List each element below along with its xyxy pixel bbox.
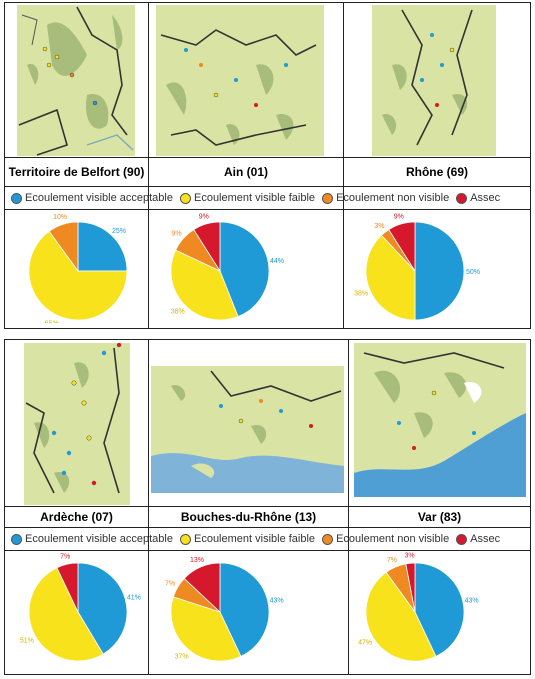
legend-swatch [322, 192, 334, 204]
pie-slice-faible [28, 567, 104, 662]
pie-slice-assec [183, 562, 221, 613]
pie-data-label: 9% [199, 213, 209, 220]
map-rhone [372, 5, 496, 156]
legend-label: Ecoulement visible acceptable [25, 192, 173, 204]
pie-data-label: 38% [354, 290, 368, 297]
pie-chart: 44% 38% 9% 9% [155, 211, 285, 323]
pie-slice-acceptable [219, 221, 270, 318]
pie-slice-faible [170, 249, 239, 321]
legend-item-acceptable: Ecoulement visible acceptable [11, 533, 173, 545]
pie-data-label: 50% [466, 269, 480, 276]
department-table-bottom: Ardèche (07) Bouches-du-Rhône (13) Var (… [4, 339, 531, 675]
pie-data-label: 37% [175, 654, 189, 661]
map-ardeche [24, 343, 130, 505]
pie-data-label: 44% [270, 258, 284, 265]
pie-chart: 41% 51% 7% [13, 552, 143, 664]
pie-data-label: 7% [165, 580, 175, 587]
pie-data-label: 43% [465, 597, 479, 604]
legend-swatch [179, 192, 191, 204]
pie-data-label: 7% [60, 553, 70, 560]
pie-slice-assec [405, 562, 416, 613]
row-divider [5, 506, 530, 507]
pie-chart: 25% 65% 10% [13, 211, 143, 323]
pie-data-label: 38% [171, 309, 185, 316]
legend-item-faible: Ecoulement visible faible [179, 192, 316, 204]
pie-slice-acceptable [414, 221, 465, 321]
pie-slice-non-visible [48, 221, 79, 273]
pie-slice-faible [365, 571, 437, 662]
map-territoire-de-belfort [17, 5, 135, 156]
department-name: Territoire de Belfort (90) [8, 165, 145, 179]
pie-data-label: 25% [112, 228, 126, 235]
legend-label: Ecoulement visible faible [193, 192, 316, 204]
pie-data-label: 65% [45, 321, 59, 323]
legend-label: Assec [470, 192, 501, 204]
pie-slice-faible [170, 596, 242, 662]
legend: Ecoulement visible acceptable Ecoulement … [5, 528, 530, 550]
legend-label: Assec [470, 533, 501, 545]
row-divider [5, 186, 530, 187]
pie-chart: 43% 47% 7% 3% [350, 552, 480, 664]
legend-swatch [179, 533, 191, 545]
pie-data-label: 10% [53, 214, 67, 221]
legend-label: Ecoulement non visible [336, 192, 450, 204]
pie-data-label: 3% [374, 223, 384, 230]
column-divider [348, 340, 349, 674]
legend: Ecoulement visible acceptable Ecoulement … [5, 187, 530, 209]
legend-swatch [11, 192, 22, 204]
legend-label: Ecoulement visible faible [193, 533, 316, 545]
department-name: Ain (01) [223, 165, 268, 179]
row-divider [5, 550, 530, 551]
pie-data-label: 51% [20, 637, 34, 644]
legend-label: Ecoulement visible acceptable [25, 533, 173, 545]
pie-slice-faible [28, 230, 128, 321]
map-bouches-du-rhone [151, 366, 344, 493]
department-name: Bouches-du-Rhône (13) [180, 510, 317, 524]
pie-slice-assec [193, 221, 221, 273]
pie-slice-acceptable [414, 562, 465, 657]
legend-label: Ecoulement non visible [336, 533, 450, 545]
column-divider [148, 3, 149, 328]
pie-data-label: 9% [171, 231, 181, 238]
pie-slice-assec [388, 221, 416, 273]
pie-slice-acceptable [219, 562, 270, 657]
legend-swatch [456, 192, 468, 204]
pie-data-label: 47% [358, 640, 372, 647]
department-name: Rhône (69) [405, 165, 468, 179]
pie-slice-faible [365, 234, 416, 321]
row-divider [5, 209, 530, 210]
legend-item-assec: Assec [456, 192, 500, 204]
row-divider [5, 527, 530, 528]
pie-data-label: 3% [404, 552, 414, 559]
legend-swatch [456, 533, 468, 545]
legend-swatch [11, 533, 22, 545]
map-ain [156, 5, 324, 156]
pie-data-label: 43% [270, 597, 284, 604]
legend-item-non-visible: Ecoulement non visible [322, 533, 449, 545]
row-divider [5, 157, 530, 158]
legend-swatch [322, 533, 334, 545]
pie-slice-acceptable [77, 562, 128, 655]
legend-item-assec: Assec [456, 533, 500, 545]
pie-data-label: 7% [387, 557, 397, 564]
pie-chart: 50% 38% 3% 9% [350, 211, 480, 323]
department-table-top: Territoire de Belfort (90) Ain (01) Rhôn… [4, 2, 531, 329]
legend-item-acceptable: Ecoulement visible acceptable [11, 192, 173, 204]
pie-slice-assec [56, 562, 79, 613]
pie-slice-acceptable [77, 221, 128, 272]
pie-chart: 43% 37% 7% 13% [155, 552, 285, 664]
legend-item-faible: Ecoulement visible faible [179, 533, 316, 545]
pie-data-label: 9% [394, 213, 404, 220]
department-name: Var (83) [417, 510, 462, 524]
pie-data-label: 41% [127, 595, 141, 602]
map-var [354, 343, 526, 497]
column-divider [148, 340, 149, 674]
pie-data-label: 13% [190, 557, 204, 564]
column-divider [343, 3, 344, 328]
department-name: Ardèche (07) [40, 510, 113, 524]
legend-item-non-visible: Ecoulement non visible [322, 192, 449, 204]
